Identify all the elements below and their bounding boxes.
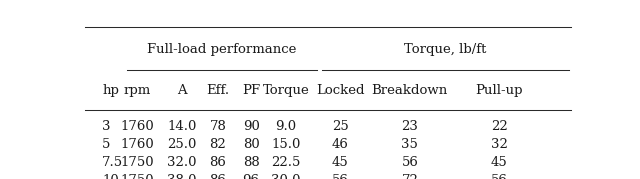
Text: 22: 22 [491, 120, 508, 133]
Text: Full-load performance: Full-load performance [147, 43, 297, 55]
Text: Torque: Torque [262, 84, 309, 97]
Text: Pull-up: Pull-up [476, 84, 523, 97]
Text: 38.0: 38.0 [167, 174, 196, 179]
Text: 1750: 1750 [120, 174, 154, 179]
Text: 3: 3 [102, 120, 111, 133]
Text: 80: 80 [243, 138, 259, 151]
Text: 88: 88 [243, 156, 259, 169]
Text: 96: 96 [243, 174, 260, 179]
Text: 1760: 1760 [120, 120, 154, 133]
Text: 10: 10 [102, 174, 119, 179]
Text: 32: 32 [491, 138, 508, 151]
Text: hp: hp [102, 84, 119, 97]
Text: 56: 56 [332, 174, 349, 179]
Text: 35: 35 [401, 138, 419, 151]
Text: 78: 78 [209, 120, 227, 133]
Text: 30.0: 30.0 [271, 174, 301, 179]
Text: 46: 46 [332, 138, 349, 151]
Text: 14.0: 14.0 [167, 120, 196, 133]
Text: 45: 45 [491, 156, 508, 169]
Text: 22.5: 22.5 [271, 156, 301, 169]
Text: 15.0: 15.0 [271, 138, 301, 151]
Text: 56: 56 [401, 156, 419, 169]
Text: PF: PF [242, 84, 260, 97]
Text: A: A [177, 84, 186, 97]
Text: 45: 45 [332, 156, 349, 169]
Text: 86: 86 [209, 156, 227, 169]
Text: 25: 25 [332, 120, 349, 133]
Text: 86: 86 [209, 174, 227, 179]
Text: Locked: Locked [316, 84, 365, 97]
Text: Torque, lb/ft: Torque, lb/ft [404, 43, 486, 55]
Text: Breakdown: Breakdown [372, 84, 448, 97]
Text: 9.0: 9.0 [275, 120, 296, 133]
Text: 7.5: 7.5 [102, 156, 124, 169]
Text: 72: 72 [401, 174, 419, 179]
Text: 56: 56 [491, 174, 508, 179]
Text: 1760: 1760 [120, 138, 154, 151]
Text: rpm: rpm [124, 84, 150, 97]
Text: 82: 82 [209, 138, 227, 151]
Text: 1750: 1750 [120, 156, 154, 169]
Text: 32.0: 32.0 [167, 156, 196, 169]
Text: 25.0: 25.0 [167, 138, 196, 151]
Text: Eff.: Eff. [206, 84, 230, 97]
Text: 5: 5 [102, 138, 111, 151]
Text: 23: 23 [401, 120, 419, 133]
Text: 90: 90 [243, 120, 260, 133]
